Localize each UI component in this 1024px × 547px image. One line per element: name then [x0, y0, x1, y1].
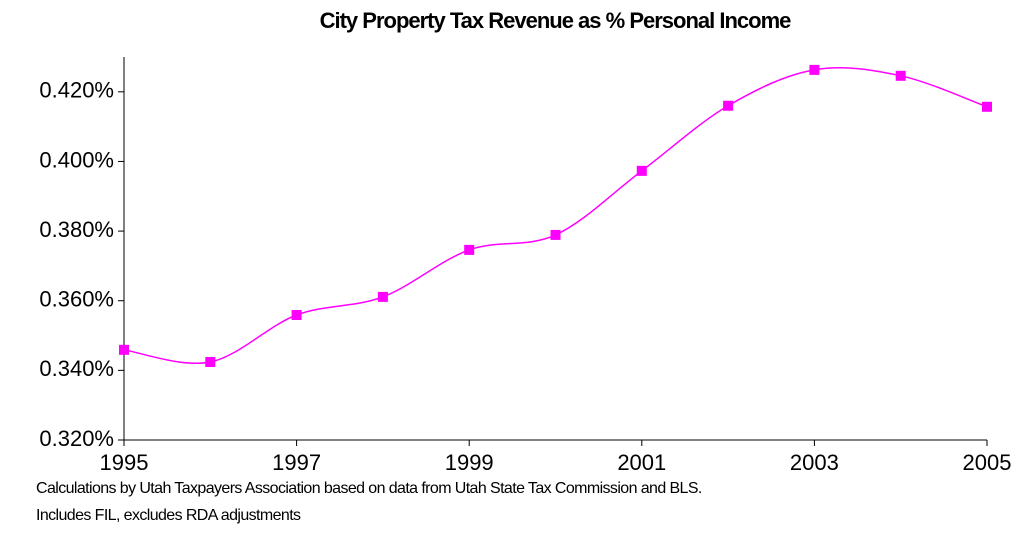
footnote: Includes FIL, excludes RDA adjustments [36, 507, 301, 524]
line [123, 67, 988, 364]
marker [723, 100, 734, 111]
y-tick-label: 0.360% [39, 287, 114, 312]
y-tick-label: 0.320% [39, 426, 114, 451]
y-tick-label: 0.340% [39, 356, 114, 381]
x-tick-label: 1997 [272, 450, 321, 475]
y-tick-label: 0.380% [39, 217, 114, 242]
marker [895, 70, 906, 81]
marker [464, 244, 475, 255]
marker [119, 344, 129, 355]
marker [205, 357, 216, 368]
chart-title: City Property Tax Revenue as % Personal … [320, 8, 792, 33]
y-tick-label: 0.420% [39, 78, 114, 103]
y-tick-label: 0.400% [39, 147, 114, 172]
x-tick-label: 2001 [617, 450, 666, 475]
marker [636, 165, 647, 176]
x-tick-label: 1995 [100, 450, 149, 475]
marker [377, 291, 388, 302]
x-tick-label: 1999 [445, 450, 494, 475]
x-tick-label: 2005 [963, 450, 1012, 475]
marker [982, 101, 992, 112]
x-tick-label: 2003 [790, 450, 839, 475]
marker [291, 310, 302, 321]
marker [550, 229, 561, 240]
marker [809, 64, 820, 75]
footnote: Calculations by Utah Taxpayers Associati… [36, 480, 702, 497]
